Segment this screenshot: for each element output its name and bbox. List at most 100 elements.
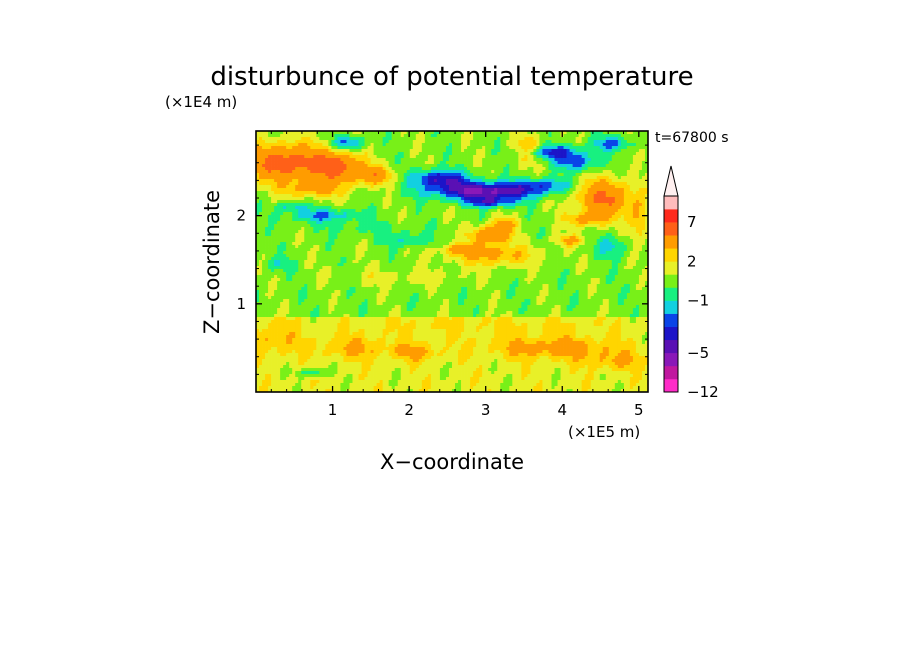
contour-cell [352, 179, 356, 183]
contour-cell [316, 194, 320, 198]
contour-cell [524, 194, 528, 198]
contour-cell [289, 134, 293, 138]
contour-cell [388, 197, 393, 201]
contour-cell [614, 227, 619, 231]
contour-cell [313, 140, 317, 144]
contour-cell [340, 170, 344, 174]
contour-cell [560, 233, 564, 237]
contour-cell [509, 143, 513, 147]
contour-cell [545, 167, 549, 171]
contour-cell [403, 149, 408, 153]
contour-cell [355, 152, 359, 156]
contour-cell [458, 179, 462, 183]
contour-cell [331, 221, 335, 225]
contour-cell [343, 227, 347, 231]
contour-cell [572, 218, 576, 222]
contour-cell [415, 185, 420, 189]
contour-cell [349, 158, 353, 162]
contour-cell [400, 179, 405, 183]
contour-cell [476, 230, 480, 234]
contour-cell [593, 212, 598, 216]
contour-cell [349, 164, 353, 168]
contour-cell [430, 191, 435, 195]
contour-cell [355, 206, 359, 210]
contour-cell [334, 236, 338, 240]
contour-cell [313, 155, 317, 159]
contour-cell [268, 233, 272, 237]
contour-cell [608, 155, 613, 159]
contour-cell [274, 140, 278, 144]
contour-cell [476, 182, 480, 186]
contour-cell [464, 227, 468, 231]
contour-cell [361, 212, 365, 216]
contour-cell [319, 212, 323, 216]
contour-cell [479, 227, 483, 231]
contour-cell [539, 197, 543, 201]
contour-cell [427, 164, 432, 168]
contour-cell [575, 215, 579, 219]
contour-cell [421, 170, 426, 174]
contour-cell [509, 137, 513, 141]
contour-cell [322, 167, 326, 171]
contour-cell [355, 194, 359, 198]
contour-cell [620, 197, 625, 201]
contour-cell [557, 209, 561, 213]
contour-cell [602, 137, 607, 141]
contour-cell [367, 188, 371, 192]
contour-cell [415, 173, 420, 177]
contour-cell [424, 167, 429, 171]
contour-cell [461, 227, 465, 231]
contour-cell [316, 197, 320, 201]
contour-cell [578, 188, 583, 192]
contour-cell [295, 140, 299, 144]
contour-cell [325, 197, 329, 201]
contour-cell [343, 212, 347, 216]
contour-cell [331, 140, 335, 144]
contour-cell [572, 149, 576, 153]
contour-cell [373, 161, 377, 165]
contour-cell [521, 206, 525, 210]
contour-cell [575, 179, 579, 183]
contour-cell [524, 161, 528, 165]
contour-cell [497, 206, 501, 210]
contour-cell [566, 236, 570, 240]
contour-cell [473, 227, 477, 231]
contour-cell [430, 221, 435, 225]
contour-cell [518, 140, 522, 144]
contour-cell [560, 179, 564, 183]
contour-cell [626, 170, 631, 174]
contour-cell [578, 236, 583, 240]
contour-cell [548, 170, 552, 174]
contour-cell [641, 236, 646, 240]
contour-cell [599, 158, 604, 162]
contour-cell [629, 176, 634, 180]
contour-cell [641, 134, 646, 138]
contour-cell [334, 200, 338, 204]
contour-cell [424, 173, 429, 177]
contour-cell [442, 206, 447, 210]
contour-cell [494, 173, 498, 177]
contour-cell [521, 167, 525, 171]
contour-cell [292, 173, 296, 177]
contour-cell [259, 200, 263, 204]
contour-cell [503, 197, 507, 201]
contour-cell [566, 230, 570, 234]
contour-cell [602, 230, 607, 234]
contour-cell [563, 167, 567, 171]
contour-cell [509, 203, 513, 207]
contour-cell [608, 146, 613, 150]
contour-cell [539, 242, 543, 246]
contour-cell [328, 161, 332, 165]
contour-cell [286, 215, 290, 219]
contour-cell [349, 245, 353, 249]
contour-cell [322, 176, 326, 180]
contour-cell [551, 158, 555, 162]
contour-cell [358, 215, 362, 219]
contour-cell [415, 182, 420, 186]
contour-cell [488, 206, 492, 210]
contour-cell [442, 197, 447, 201]
contour-cell [334, 185, 338, 189]
contour-cell [536, 194, 540, 198]
contour-cell [289, 206, 293, 210]
contour-cell [379, 131, 383, 135]
